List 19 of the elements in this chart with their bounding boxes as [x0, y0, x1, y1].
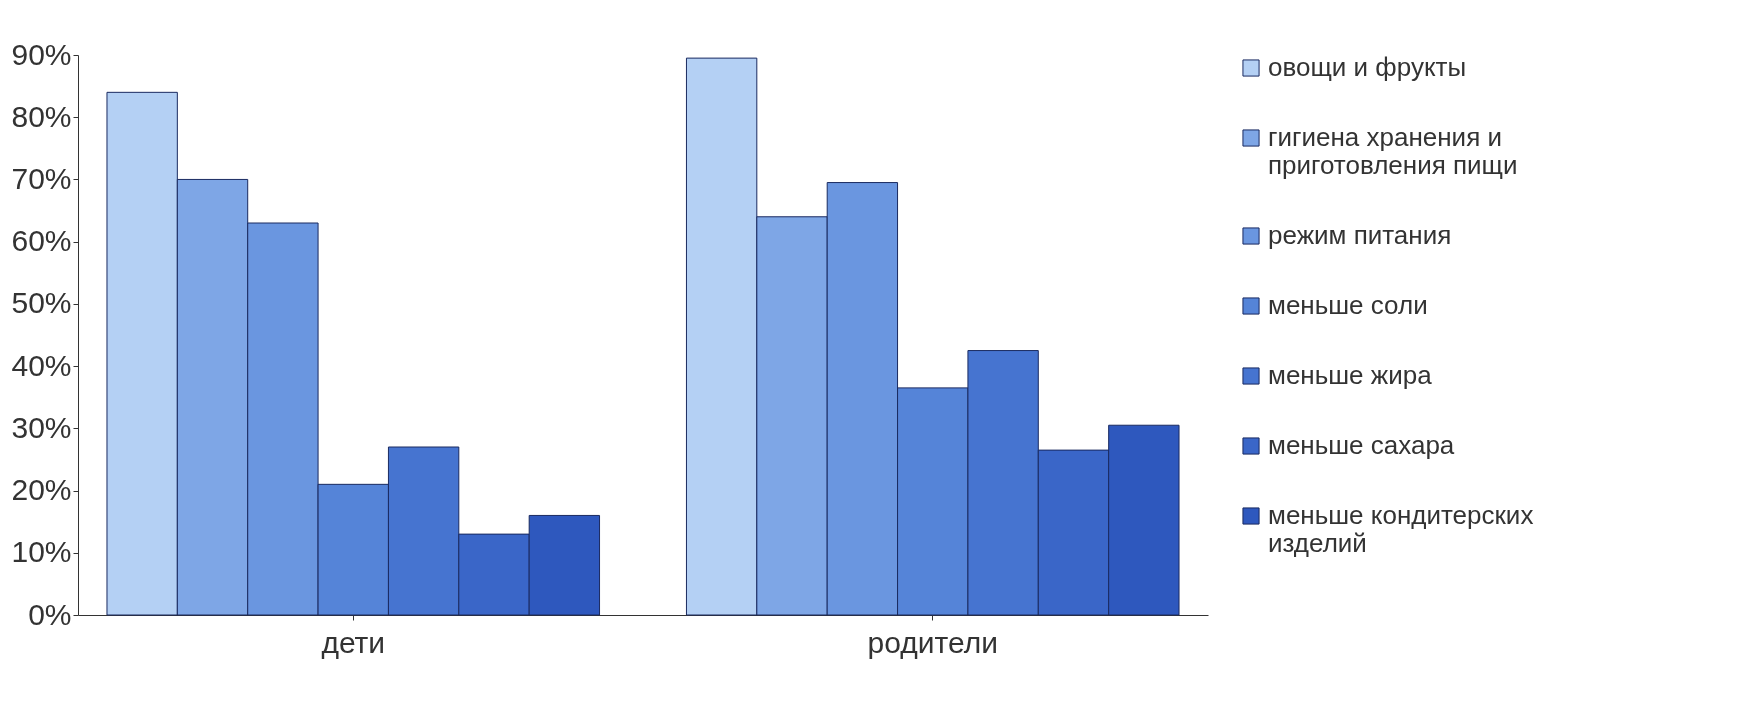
y-tick-label: 40% [11, 348, 72, 382]
legend-label: меньше сахара [1268, 430, 1455, 460]
x-tick-label: родители [867, 625, 998, 659]
y-tick-label: 60% [11, 224, 72, 258]
y-tick-label: 10% [11, 535, 72, 569]
legend-label: овощи и фрукты [1268, 52, 1467, 82]
legend-label: гигиена хранения и приготовления пищи [1268, 122, 1518, 180]
y-tick-label: 0% [28, 597, 72, 631]
y-tick-label: 20% [11, 473, 72, 507]
legend-label: меньше соли [1268, 290, 1428, 320]
legend-label: режим питания [1268, 220, 1452, 250]
y-tick-label: 70% [11, 161, 72, 195]
y-tick-label: 90% [11, 37, 72, 71]
y-tick-label: 50% [11, 286, 72, 320]
legend-label: меньше жира [1268, 360, 1433, 390]
y-tick-label: 30% [11, 410, 72, 444]
legend-label: меньше кондитерских изделий [1268, 500, 1534, 558]
y-tick-label: 80% [11, 99, 72, 133]
x-tick-label: дети [321, 625, 386, 659]
